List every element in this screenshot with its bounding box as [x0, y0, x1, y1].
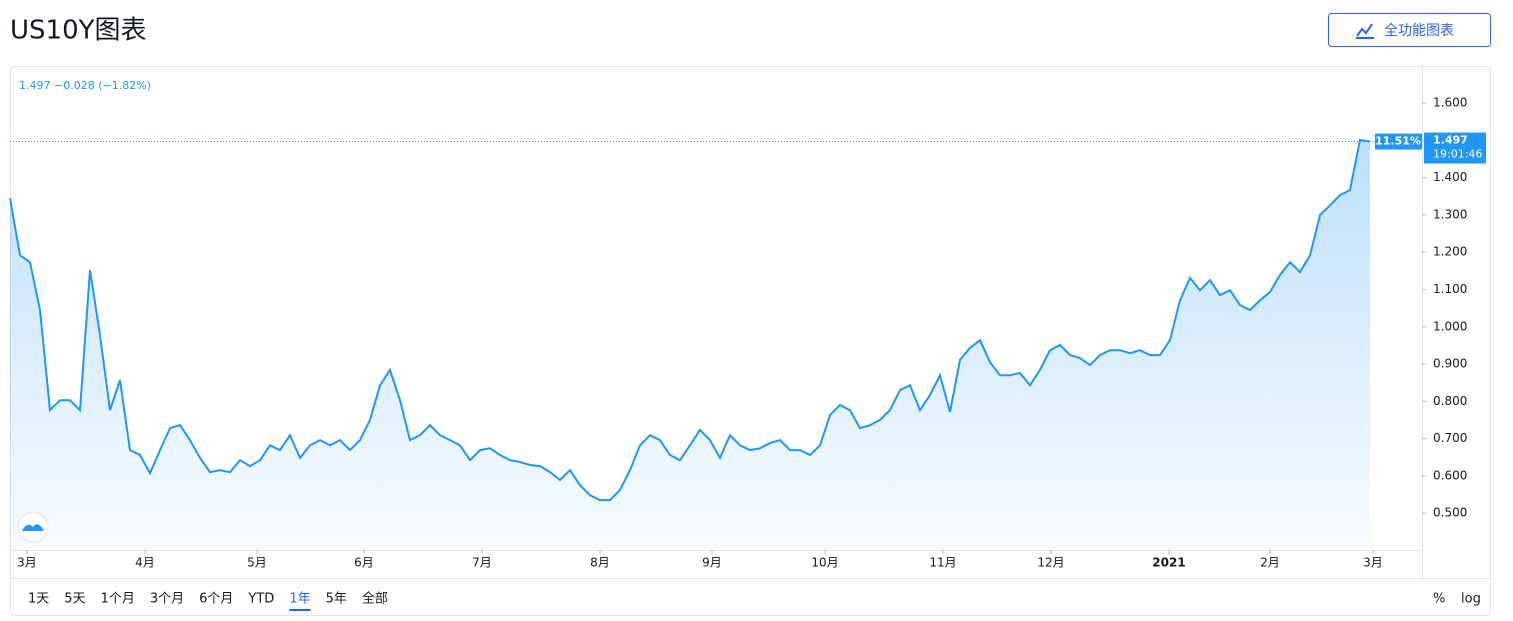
range-button[interactable]: YTD	[247, 592, 274, 607]
range-button[interactable]: 1年	[289, 592, 310, 607]
price-badge-time: 19:01:46	[1433, 148, 1482, 161]
y-tick-label: 0.900	[1433, 357, 1467, 371]
x-tick-label: 3月	[1363, 556, 1383, 570]
x-tick-label: 7月	[472, 556, 492, 570]
price-line	[9, 138, 1371, 502]
range-button[interactable]: 5天	[64, 592, 85, 607]
plot: 0.500 0.600 0.700 0.800 0.900 1.000 1.100 1.200…	[9, 96, 1486, 570]
range-button[interactable]: 3个月	[150, 592, 184, 607]
range-button[interactable]: 1天	[28, 592, 49, 607]
x-tick-label: 4月	[135, 556, 155, 570]
change-badge-label: 11.51%	[1375, 135, 1421, 148]
x-tick-label: 3月	[17, 556, 37, 570]
y-tick-label: 0.700	[1433, 431, 1467, 445]
change-badge	[1375, 133, 1422, 150]
y-tick-label: 1.400	[1433, 170, 1467, 184]
page-title: US10Y图表	[10, 16, 147, 46]
y-tick-label: 1.000	[1433, 319, 1467, 333]
x-tick-label: 6月	[354, 556, 374, 570]
y-tick-label: 0.800	[1433, 394, 1467, 408]
range-button[interactable]: 5年	[326, 592, 347, 607]
scale-button[interactable]: log	[1461, 592, 1481, 607]
x-tick-label: 5月	[247, 556, 267, 570]
x-tick-label: 10月	[811, 556, 838, 570]
scale-button[interactable]: %	[1433, 592, 1445, 607]
x-tick-label: 9月	[702, 556, 722, 570]
range-button[interactable]: 6个月	[199, 592, 233, 607]
y-tick-label: 1.100	[1433, 282, 1467, 296]
button-label[interactable]: 全功能图表	[1384, 22, 1454, 39]
x-tick-label: 11月	[929, 556, 956, 570]
y-tick-label: 0.500	[1433, 506, 1467, 520]
y-tick-label: 1.600	[1433, 96, 1467, 110]
x-tick-label: 2月	[1260, 556, 1280, 570]
x-tick-label: 8月	[590, 556, 610, 570]
price-badge-label: 1.497	[1433, 134, 1468, 147]
range-button[interactable]: 1个月	[101, 592, 135, 607]
x-tick-label: 12月	[1037, 556, 1064, 570]
y-tick-label: 1.300	[1433, 207, 1467, 221]
price-badge	[1424, 132, 1486, 164]
y-tick-label: 0.600	[1433, 468, 1467, 482]
x-tick-label: 2021	[1152, 556, 1185, 570]
logo-icon	[22, 524, 44, 531]
range-button[interactable]: 全部	[362, 591, 388, 607]
button-icon	[1356, 23, 1374, 39]
area-fill	[10, 140, 1370, 550]
price-legend: 1.497 −0.028 (−1.82%)	[19, 79, 151, 92]
y-tick-label: 1.200	[1433, 245, 1467, 259]
